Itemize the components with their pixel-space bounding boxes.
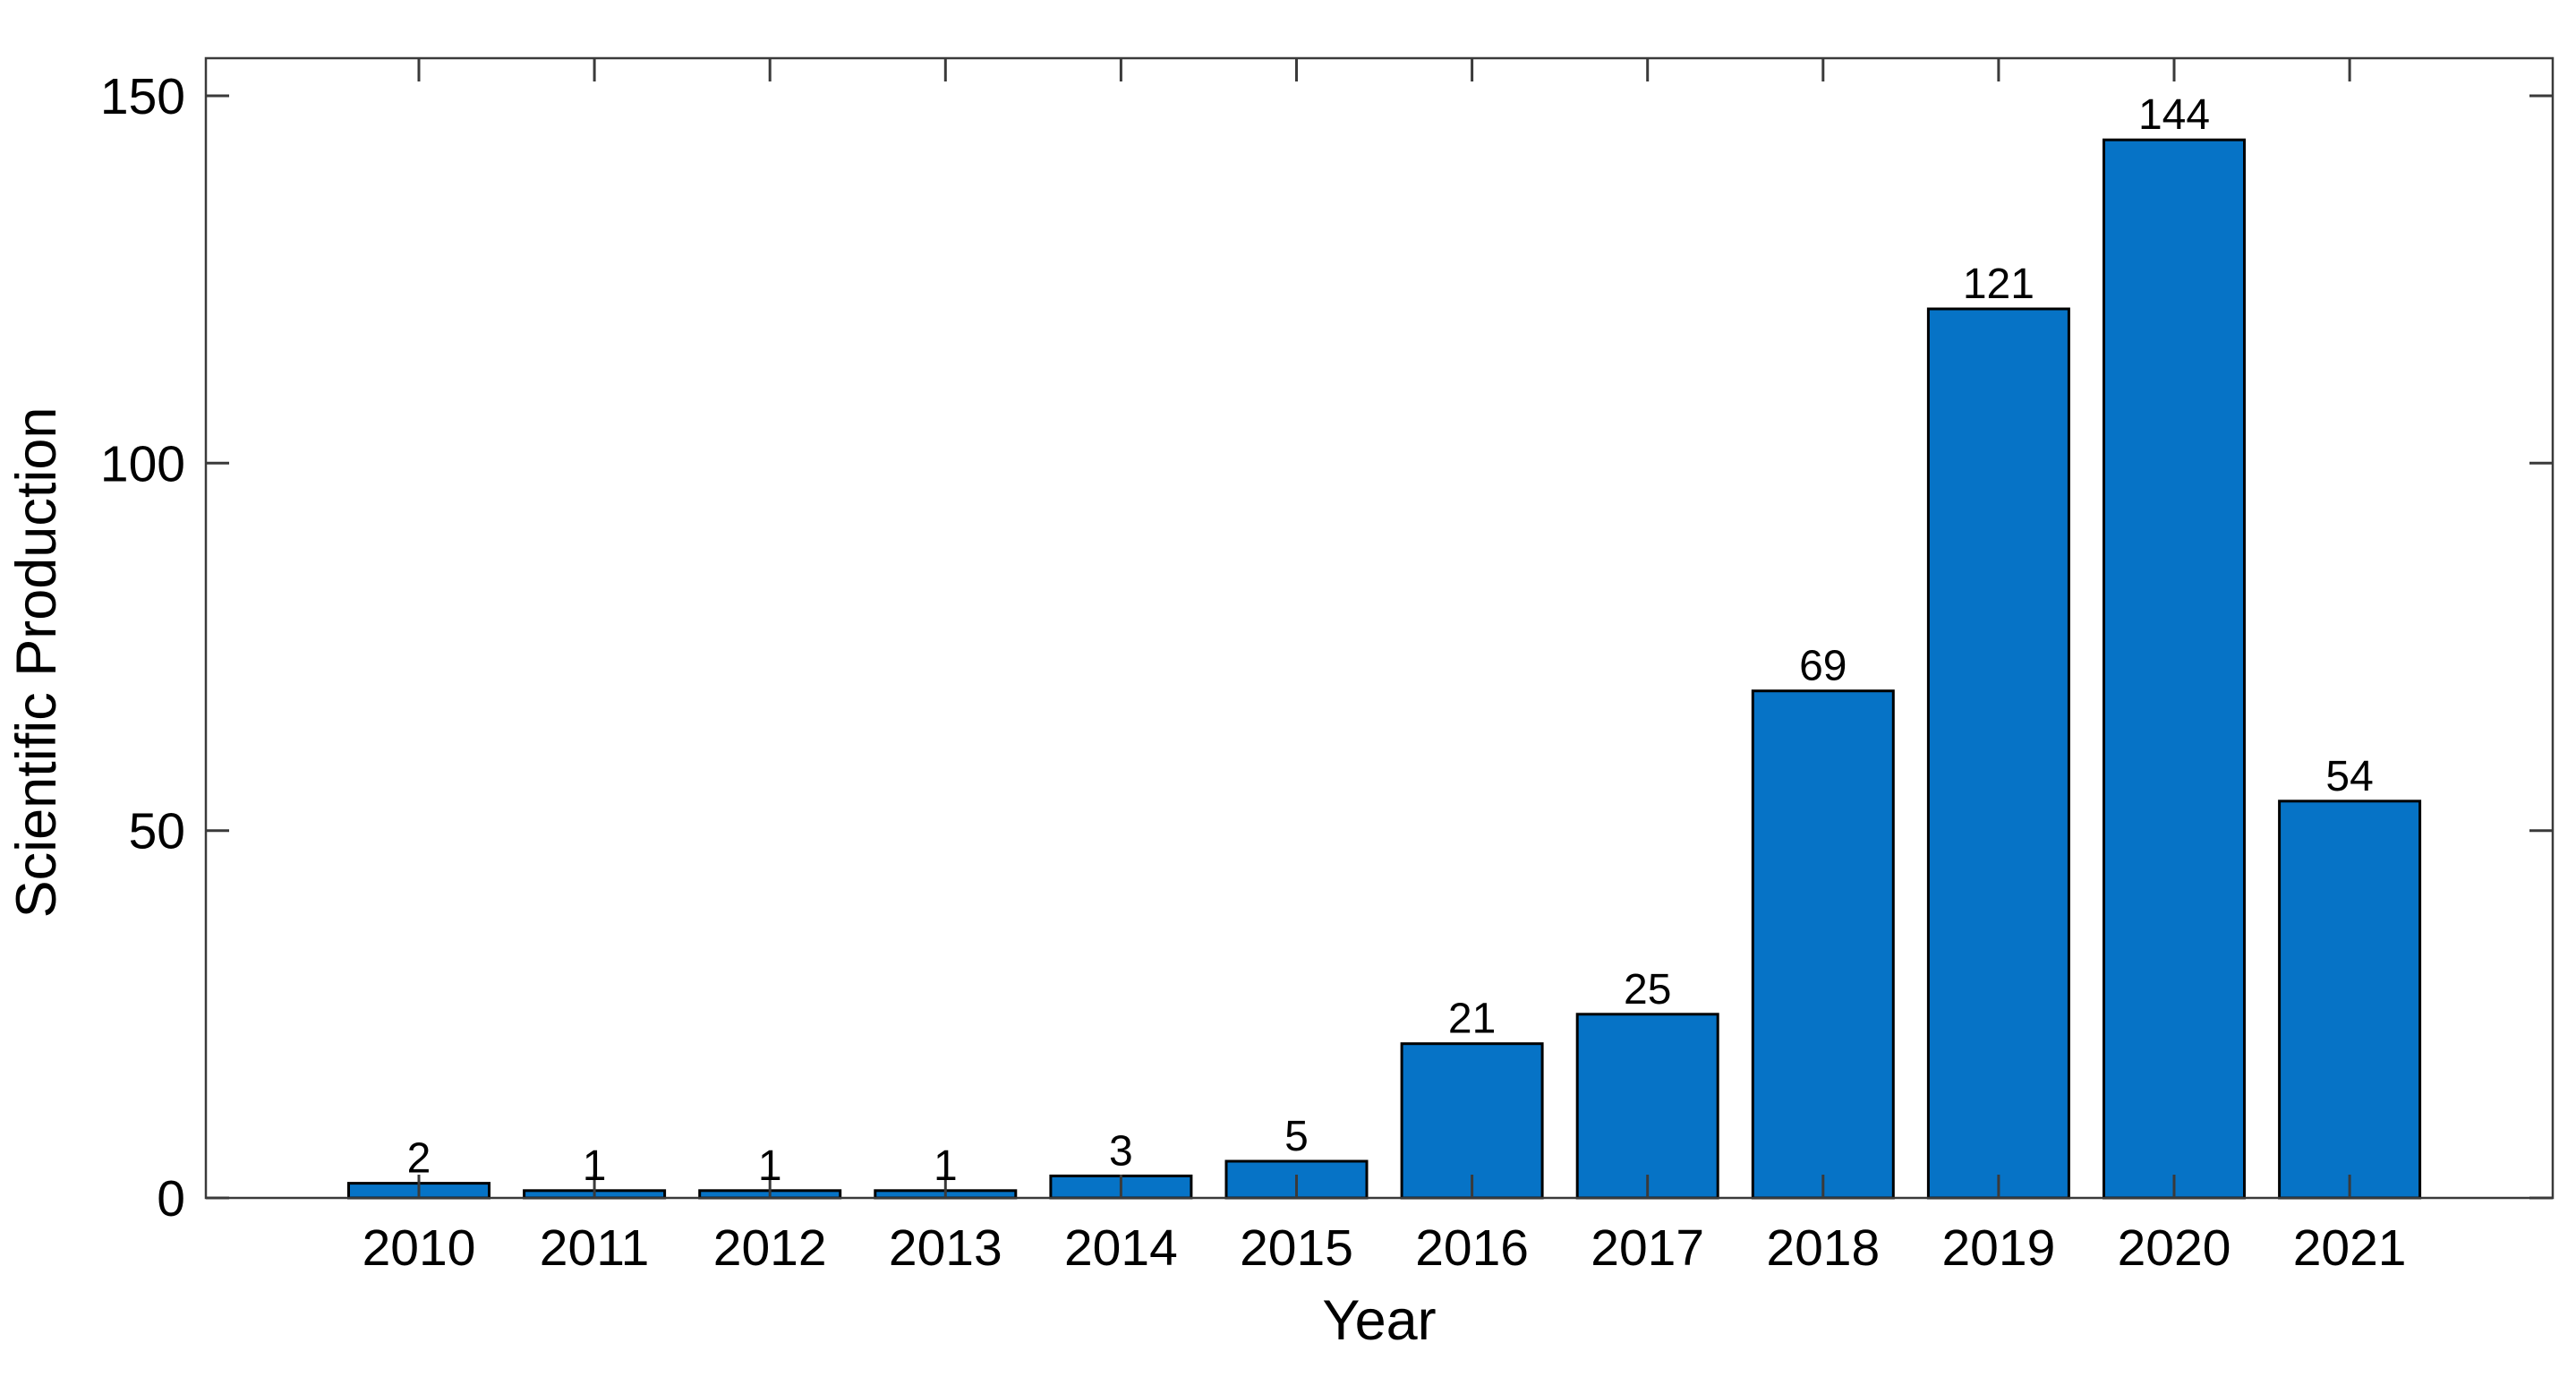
bar-label-2013: 1 [934,1142,958,1190]
bar-2020 [2103,138,2246,1200]
x-axis-label: Year [1322,1289,1436,1352]
bar-label-2017: 25 [1624,966,1671,1014]
plot-box-layer [204,56,2555,1200]
x-tick-label-2017: 2017 [1591,1219,1704,1277]
bar-label-2016: 21 [1448,996,1496,1043]
bar-label-2011: 1 [583,1142,607,1190]
bar-label-2021: 54 [2325,753,2373,800]
x-tick-label-2013: 2013 [889,1219,1002,1277]
x-tick-label-2015: 2015 [1240,1219,1353,1277]
x-tick-label-2012: 2012 [713,1219,827,1277]
bar-label-2014: 3 [1109,1127,1133,1175]
bar-label-2019: 121 [1963,261,2034,308]
bar-2016 [1400,1042,1544,1200]
bars-layer [347,138,2422,1200]
ticks-layer [206,58,2553,1200]
y-tick-label-150: 150 [100,68,185,125]
bar-2018 [1751,689,1895,1200]
plot-box [204,56,2555,1200]
y-tick-label-50: 50 [129,803,185,860]
bar-label-2015: 5 [1284,1113,1309,1160]
x-tick-label-2020: 2020 [2118,1219,2231,1277]
x-tick-label-2019: 2019 [1941,1219,2055,1277]
tick-labels-layer: 2010 2011 2012 2013 2014 2015 2016 2017 2018 2019… [100,68,2407,1277]
x-tick-label-2011: 2011 [540,1219,650,1277]
bar-2021 [2278,800,2422,1200]
x-tick-label-2018: 2018 [1766,1219,1880,1277]
x-tick-label-2016: 2016 [1415,1219,1529,1277]
bar-label-2010: 2 [407,1135,431,1183]
bar-label-2012: 1 [758,1142,782,1190]
x-tick-label-2021: 2021 [2293,1219,2407,1277]
x-tick-label-2014: 2014 [1064,1219,1178,1277]
y-axis-label: Scientific Production [5,407,68,919]
bar-label-2020: 144 [2138,91,2210,139]
y-tick-label-0: 0 [157,1170,185,1227]
x-tick-label-2010: 2010 [363,1219,476,1277]
bar-2017 [1575,1013,1719,1200]
y-tick-label-100: 100 [100,435,185,492]
bar-label-2018: 69 [1799,643,1847,690]
bar-2019 [1926,307,2070,1200]
